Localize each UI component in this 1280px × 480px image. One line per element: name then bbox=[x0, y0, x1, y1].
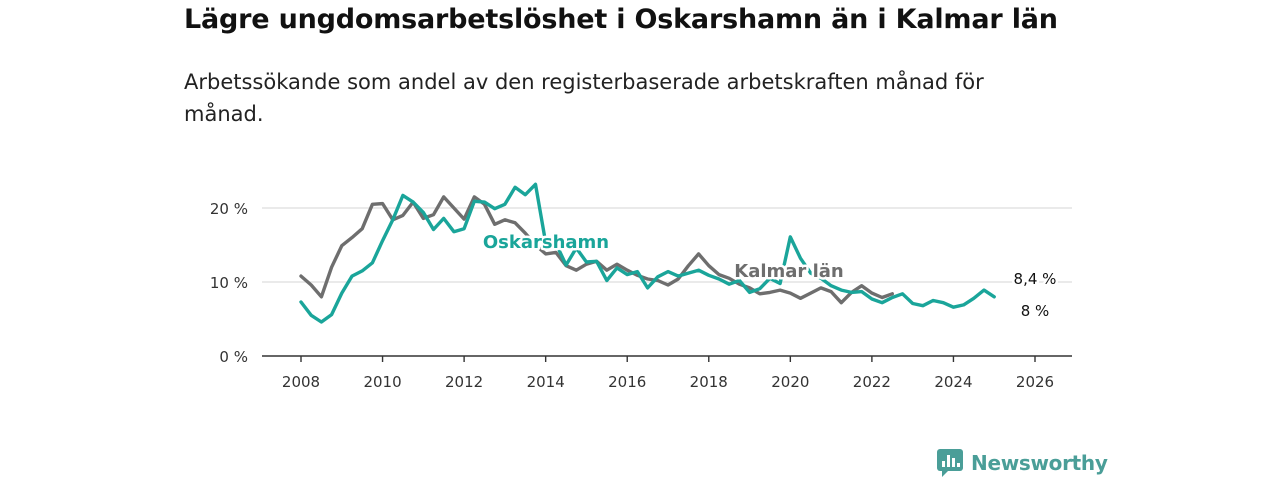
chart-title: Lägre ungdomsarbetslöshet i Oskarshamn ä… bbox=[184, 4, 1058, 35]
series-label-kalmar-lan: Kalmar län bbox=[734, 261, 843, 282]
x-tick-label: 2022 bbox=[853, 373, 891, 391]
end-value-oskarshamn: 8 % bbox=[1021, 302, 1050, 320]
x-tick-label: 2024 bbox=[934, 373, 972, 391]
chart-subtitle: Arbetssökande som andel av den registerb… bbox=[184, 70, 984, 126]
brand-name: Newsworthy bbox=[971, 451, 1108, 475]
series-line-oskarshamn bbox=[299, 182, 996, 324]
series-lines bbox=[299, 182, 996, 324]
newsworthy-icon bbox=[937, 449, 963, 477]
annotations: Oskarshamn Kalmar län 8,4 % 8 % bbox=[480, 230, 1059, 323]
axes: 0 % 10 % 20 % 2008 2010 2012 2014 2016 2018 2020 2… bbox=[210, 200, 1072, 391]
y-tick-label: 0 % bbox=[219, 348, 248, 366]
y-tick-label: 10 % bbox=[210, 274, 248, 292]
x-tick-label: 2018 bbox=[690, 373, 728, 391]
series-label-oskarshamn: Oskarshamn bbox=[483, 232, 609, 253]
x-tick-label: 2016 bbox=[608, 373, 646, 391]
x-tick-label: 2026 bbox=[1016, 373, 1054, 391]
brand-logo: Newsworthy bbox=[937, 448, 1108, 478]
x-tick-label: 2008 bbox=[282, 373, 320, 391]
x-tick-label: 2010 bbox=[363, 373, 401, 391]
x-tick-label: 2020 bbox=[771, 373, 809, 391]
x-tick-label: 2014 bbox=[527, 373, 565, 391]
end-value-kalmar-lan: 8,4 % bbox=[1014, 270, 1057, 288]
x-tick-label: 2012 bbox=[445, 373, 483, 391]
y-tick-label: 20 % bbox=[210, 200, 248, 218]
